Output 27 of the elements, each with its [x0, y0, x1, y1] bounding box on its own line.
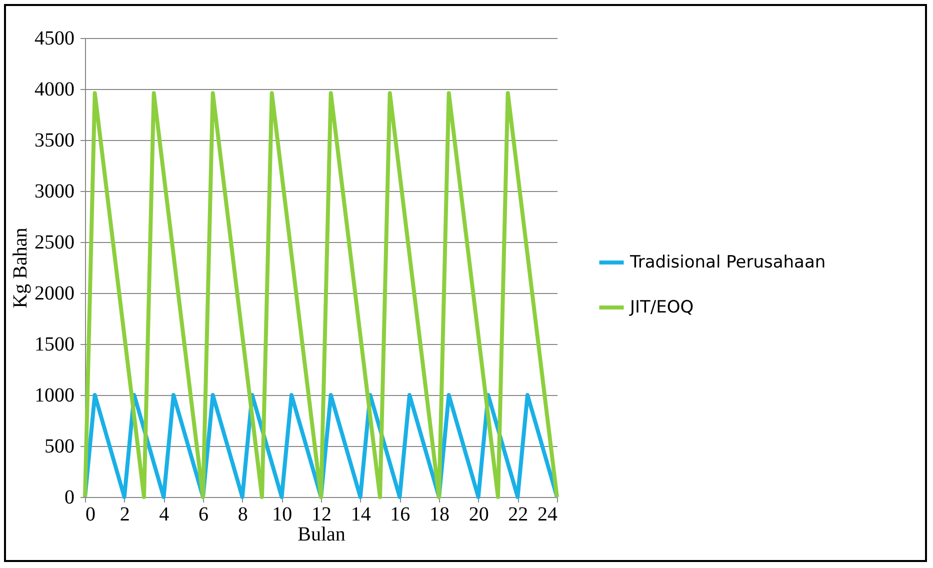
y-axis-title: Kg Bahan [10, 228, 32, 308]
y-tick-label: 1500 [34, 334, 74, 356]
x-tick-label: 24 [538, 504, 558, 526]
x-tick-label: 8 [238, 504, 248, 526]
x-tick-label: 20 [468, 504, 489, 526]
x-tick-label: 16 [390, 504, 410, 526]
y-tick-label: 2500 [34, 232, 74, 254]
y-tick-label: 500 [44, 436, 74, 458]
y-tick-label: 3000 [34, 180, 74, 202]
y-tick-label: 4500 [34, 28, 74, 50]
x-tick-label: 0 [86, 504, 96, 526]
x-tick-label: 22 [508, 504, 528, 526]
x-axis-title: Bulan [298, 524, 346, 546]
x-tick-label: 10 [272, 504, 292, 526]
y-tick-label: 1000 [34, 384, 74, 406]
x-tick-label: 2 [120, 504, 130, 526]
y-tick-label: 2000 [34, 282, 74, 304]
x-tick-label: 6 [198, 504, 208, 526]
y-tick-label: 3500 [34, 130, 74, 152]
x-tick-label: 18 [430, 504, 450, 526]
x-tick-label: 4 [159, 504, 170, 526]
y-tick-label: 4000 [34, 78, 74, 100]
legend-label: Tradisional Perusahaan [629, 252, 826, 272]
y-tick-label: 0 [64, 486, 74, 508]
x-tick-label: 12 [312, 504, 332, 526]
x-tick-label: 14 [350, 504, 371, 526]
legend-label: JIT/EOQ [629, 298, 694, 318]
